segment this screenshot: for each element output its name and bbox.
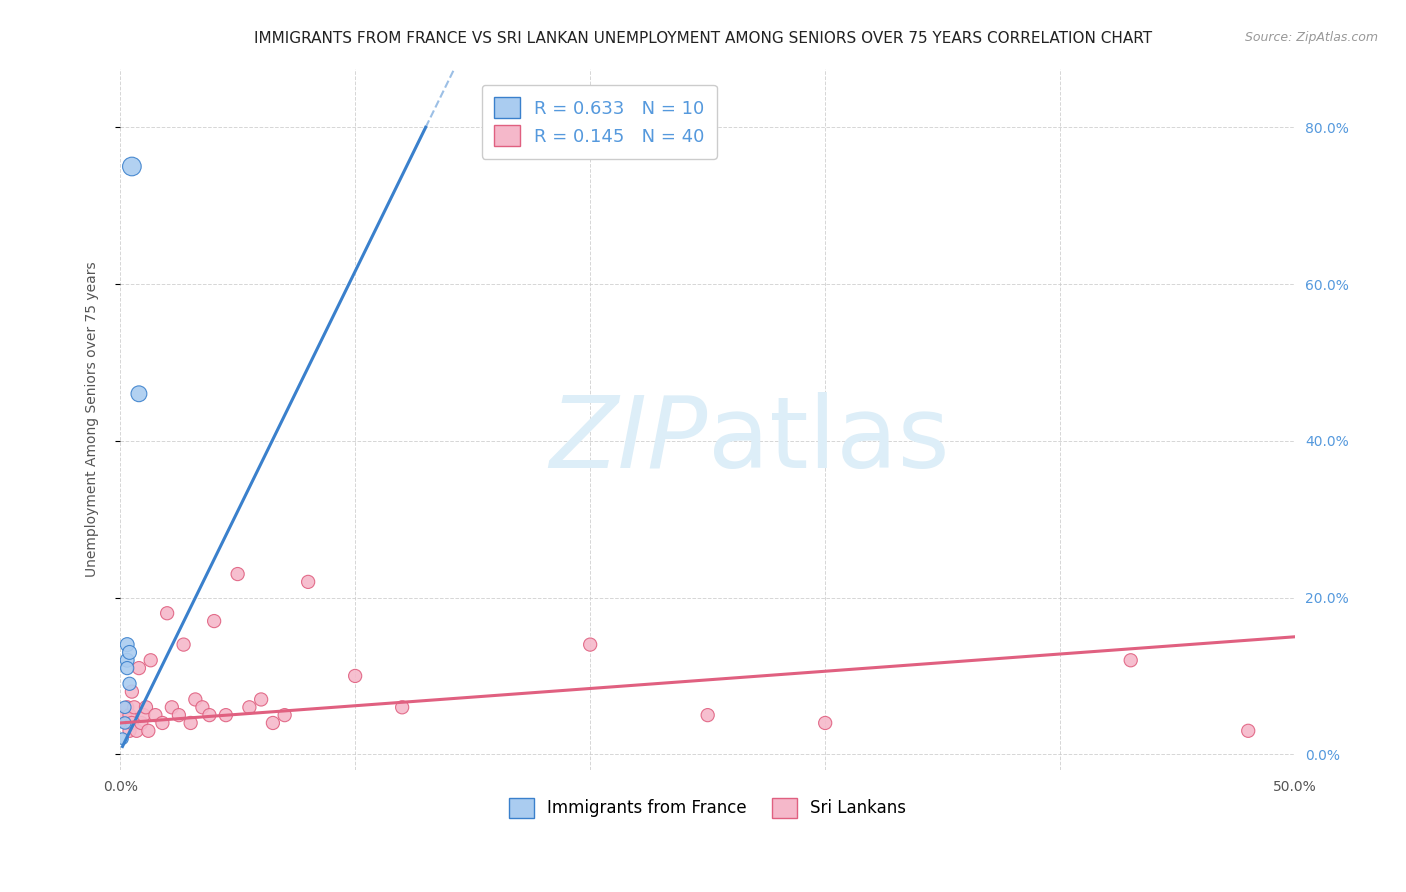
Point <box>114 700 136 714</box>
Point <box>226 567 249 582</box>
Point <box>125 723 148 738</box>
Point <box>250 692 273 706</box>
Point <box>115 716 138 731</box>
Point <box>297 574 319 589</box>
Point <box>111 731 134 746</box>
Point <box>202 614 225 628</box>
Point <box>215 708 238 723</box>
Point <box>139 653 162 667</box>
Point <box>1237 723 1260 738</box>
Point <box>132 708 155 723</box>
Point <box>184 692 207 706</box>
Point <box>167 708 190 723</box>
Point <box>814 716 837 731</box>
Point <box>173 638 195 652</box>
Point <box>129 716 152 731</box>
Point <box>128 661 150 675</box>
Point <box>135 700 157 714</box>
Point <box>118 708 141 723</box>
Point <box>121 716 143 731</box>
Point <box>391 700 413 714</box>
Point <box>114 716 136 731</box>
Point <box>118 677 141 691</box>
Point <box>262 716 284 731</box>
Text: IMMIGRANTS FROM FRANCE VS SRI LANKAN UNEMPLOYMENT AMONG SENIORS OVER 75 YEARS CO: IMMIGRANTS FROM FRANCE VS SRI LANKAN UNE… <box>254 31 1152 46</box>
Point <box>160 700 183 714</box>
Point <box>198 708 221 723</box>
Point <box>115 653 138 667</box>
Point <box>156 606 179 620</box>
Point <box>579 638 602 652</box>
Point <box>152 716 174 731</box>
Point <box>238 700 260 714</box>
Point <box>344 669 367 683</box>
Point <box>145 708 167 723</box>
Point <box>1119 653 1142 667</box>
Text: atlas: atlas <box>707 392 949 489</box>
Point <box>121 160 143 174</box>
Y-axis label: Unemployment Among Seniors over 75 years: Unemployment Among Seniors over 75 years <box>86 261 100 577</box>
Point <box>122 700 145 714</box>
Legend: Immigrants from France, Sri Lankans: Immigrants from France, Sri Lankans <box>502 791 912 825</box>
Point <box>115 700 138 714</box>
Point <box>115 661 138 675</box>
Point <box>138 723 160 738</box>
Point <box>128 386 150 401</box>
Point <box>121 684 143 698</box>
Point <box>118 645 141 659</box>
Text: ZIP: ZIP <box>550 392 707 489</box>
Point <box>118 723 141 738</box>
Point <box>115 638 138 652</box>
Point <box>273 708 295 723</box>
Point <box>114 708 136 723</box>
Point <box>180 716 202 731</box>
Text: Source: ZipAtlas.com: Source: ZipAtlas.com <box>1244 31 1378 45</box>
Point <box>191 700 214 714</box>
Point <box>696 708 718 723</box>
